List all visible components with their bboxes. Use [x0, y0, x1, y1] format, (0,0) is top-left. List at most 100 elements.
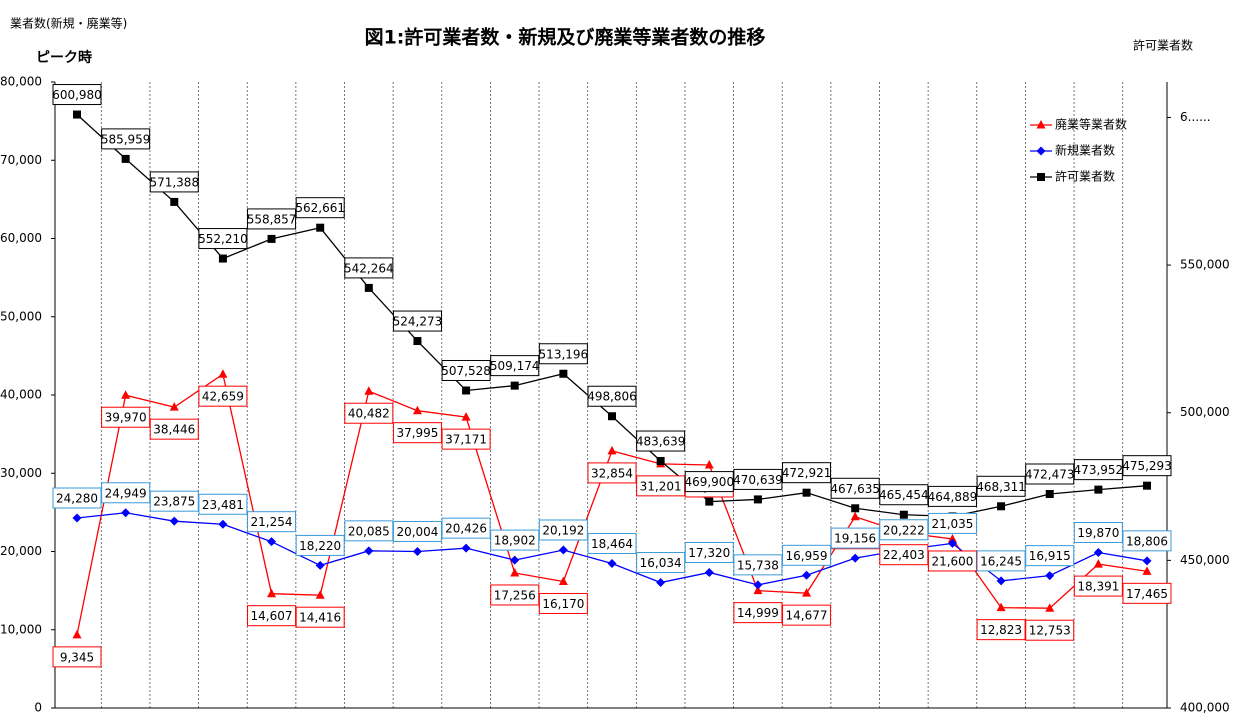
data-label: 20,004	[396, 525, 438, 539]
label-box	[636, 430, 686, 452]
label-box	[101, 128, 151, 150]
data-label: 14,677	[786, 609, 828, 623]
label-box	[1025, 463, 1075, 485]
chart-title: 図1:許可業者数・新規及び廃業等業者数の推移	[365, 26, 766, 49]
point	[947, 538, 957, 548]
point	[218, 254, 227, 263]
point	[169, 516, 179, 526]
label-box	[782, 604, 832, 626]
y-tick-label: 40,000	[0, 388, 42, 402]
data-label: 40,482	[348, 407, 390, 421]
data-label: 15,738	[737, 558, 779, 572]
point	[461, 412, 471, 421]
y-tick-label: 70,000	[0, 153, 42, 167]
label-box	[879, 544, 929, 566]
y-tick-label: 30,000	[0, 466, 42, 480]
point	[170, 197, 179, 206]
point	[510, 381, 519, 390]
label-box	[830, 477, 880, 499]
point	[850, 511, 860, 521]
label-box	[538, 343, 588, 365]
label-box	[441, 359, 491, 381]
label-box	[733, 554, 783, 576]
data-label: 17,320	[688, 546, 730, 560]
point	[753, 495, 762, 504]
label-box	[1025, 619, 1075, 641]
label-box	[1122, 530, 1172, 552]
data-label: 17,465	[1126, 587, 1168, 601]
data-label: 509,174	[490, 359, 540, 373]
label-box	[538, 592, 588, 614]
data-label: 20,222	[883, 523, 925, 537]
label-box	[976, 475, 1026, 497]
data-label: 472,473	[1025, 467, 1075, 481]
annotation: ピーク時	[36, 49, 92, 66]
label-box	[1122, 582, 1172, 604]
point	[558, 576, 568, 585]
label-box	[830, 527, 880, 549]
data-label: 483,639	[636, 435, 686, 449]
y-tick-label: 10,000	[0, 622, 42, 636]
point	[850, 553, 860, 563]
point	[802, 488, 811, 497]
data-label: 600,980	[52, 88, 102, 102]
point	[1045, 571, 1055, 581]
data-label: 31,201	[640, 479, 682, 493]
data-label: 552,210	[198, 232, 248, 246]
label-box	[733, 602, 783, 624]
point	[267, 234, 276, 243]
label-box	[52, 487, 102, 509]
data-label: 16,034	[640, 556, 682, 570]
y-tick-label: 0	[34, 701, 42, 715]
point	[947, 533, 957, 543]
data-label: 20,085	[348, 524, 390, 538]
legend-marker	[1037, 173, 1045, 181]
point	[218, 519, 228, 529]
point	[559, 369, 568, 378]
point	[510, 555, 520, 565]
data-label: 21,254	[251, 515, 293, 529]
point	[121, 390, 131, 399]
point	[316, 223, 325, 232]
point	[461, 543, 471, 553]
data-label: 42,659	[202, 390, 244, 404]
data-label: 19,156	[834, 532, 876, 546]
point	[73, 110, 81, 119]
point	[851, 504, 860, 513]
point	[218, 369, 228, 378]
point	[899, 510, 908, 519]
data-label: 37,995	[396, 426, 438, 440]
data-label: 24,949	[105, 486, 147, 500]
point	[121, 508, 131, 518]
data-label: 472,921	[782, 466, 832, 480]
data-label: 16,170	[542, 597, 584, 611]
point	[1143, 481, 1151, 490]
label-box	[1025, 545, 1075, 567]
data-label: 469,900	[684, 475, 734, 489]
data-label: 14,999	[737, 606, 779, 620]
data-label: 19,870	[1077, 526, 1119, 540]
data-label: 465,454	[879, 488, 929, 502]
data-label: 12,753	[1029, 624, 1071, 638]
data-label: 16,245	[980, 554, 1022, 568]
data-label: 21,035	[931, 517, 973, 531]
legend-label: 廃業等業者数	[1055, 117, 1127, 132]
point	[412, 546, 422, 556]
data-label: 468,311	[976, 480, 1026, 494]
label-box	[295, 534, 345, 556]
label-box	[247, 208, 297, 230]
point	[996, 602, 1006, 612]
label-box	[1073, 459, 1123, 481]
data-label: 18,464	[591, 537, 633, 551]
point	[1094, 485, 1103, 494]
label-box	[344, 257, 394, 279]
data-label: 23,481	[202, 498, 244, 512]
label-box	[1122, 455, 1172, 477]
point	[607, 445, 617, 455]
label-box	[587, 462, 637, 484]
point	[121, 154, 130, 163]
point	[997, 502, 1006, 511]
point	[315, 560, 325, 570]
label-box	[101, 482, 151, 504]
